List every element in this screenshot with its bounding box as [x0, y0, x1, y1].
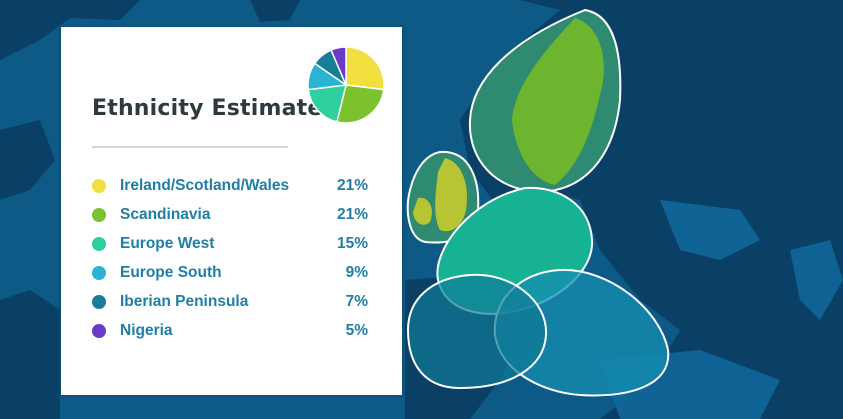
ethnicity-percent: 15%: [336, 235, 368, 252]
region-scandinavia: [468, 8, 622, 194]
pie-slice: [330, 46, 347, 86]
ethnicity-color-dot: [92, 324, 106, 338]
ethnicity-percent: 21%: [336, 206, 368, 223]
ethnicity-percent: 21%: [336, 177, 368, 194]
ethnicity-row: Europe South 9%: [92, 262, 368, 291]
ethnicity-name: Iberian Peninsula: [120, 293, 249, 310]
ethnicity-color-dot: [92, 295, 106, 309]
region-iberian-peninsula: [406, 273, 548, 390]
ethnicity-row: Scandinavia 21%: [92, 204, 368, 233]
ethnicity-estimate-card: Ethnicity Estimate Ireland/Scotland/Wale…: [61, 27, 402, 395]
region-ireland-scotland-wales: [406, 150, 480, 244]
ethnicity-pie-chart: [307, 46, 385, 124]
ethnicity-name: Ireland/Scotland/Wales: [120, 177, 290, 194]
pie-slice: [335, 84, 385, 124]
ethnicity-color-dot: [92, 266, 106, 280]
ethnicity-color-dot: [92, 237, 106, 251]
ethnicity-percent: 5%: [345, 322, 368, 339]
ethnicity-percent: 7%: [345, 293, 368, 310]
ethnicity-row: Europe West 15%: [92, 233, 368, 262]
ethnicity-color-dot: [92, 208, 106, 222]
ethnicity-percent: 9%: [345, 264, 368, 281]
ethnicity-row: Ireland/Scotland/Wales 21%: [92, 175, 368, 204]
ethnicity-name: Europe West: [120, 235, 215, 252]
ethnicity-row: Nigeria 5%: [92, 320, 368, 349]
card-title: Ethnicity Estimate: [92, 96, 323, 121]
ethnicity-name: Europe South: [120, 264, 222, 281]
pie-slice: [345, 46, 385, 91]
ethnicity-color-dot: [92, 179, 106, 193]
title-divider: [92, 146, 288, 148]
ethnicity-name: Scandinavia: [120, 206, 211, 223]
ethnicity-row: Iberian Peninsula 7%: [92, 291, 368, 320]
ethnicity-list: Ireland/Scotland/Wales 21% Scandinavia 21% E…: [92, 175, 368, 349]
pie-slice: [307, 84, 347, 123]
ethnicity-name: Nigeria: [120, 322, 173, 339]
